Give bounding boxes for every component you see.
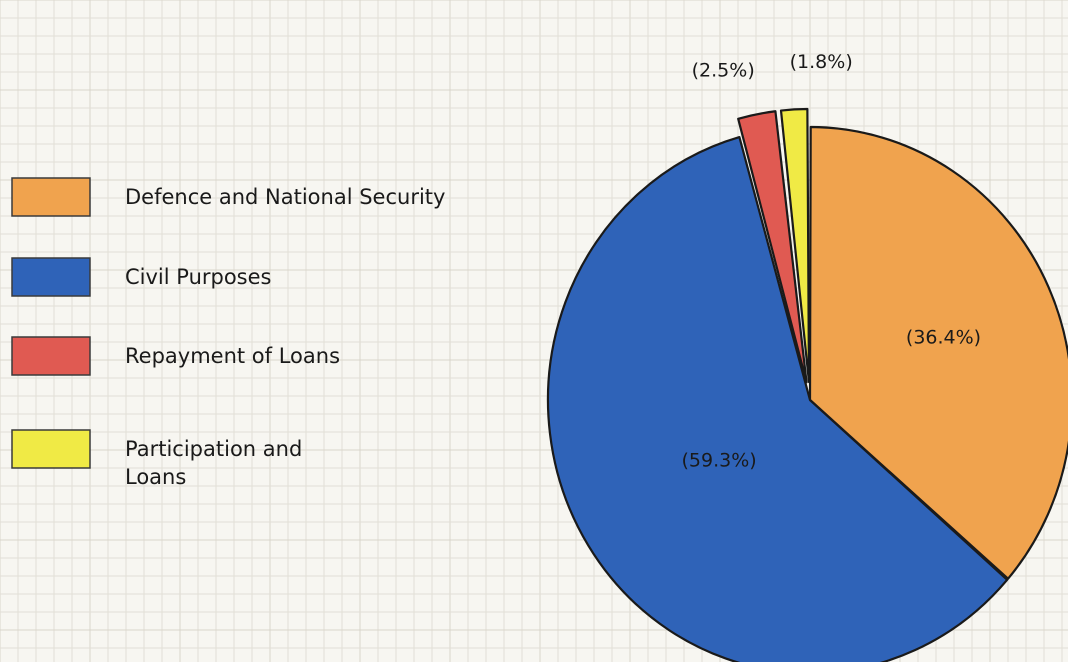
chart-legend: Defence and National Security Civil Purpo… [11, 177, 445, 489]
legend-swatch-repayment-of-loans [11, 336, 91, 376]
pie-slice-civil-purposes [546, 136, 1009, 662]
slice-label-repayment-of-loans: (2.5%) [692, 59, 755, 81]
legend-label-participation-and-loans-line2: Loans [125, 465, 186, 489]
legend-swatch-civil-purposes [11, 257, 91, 297]
slice-label-civil-purposes: (59.3%) [682, 450, 757, 472]
slice-value-labels: (36.4%) (59.3%) (2.5%) (1.8%) [682, 51, 982, 472]
pie-slices [546, 107, 1068, 662]
legend-item-civil-purposes: Civil Purposes [11, 257, 272, 297]
pie-slice-participation-and-loans [779, 107, 811, 384]
legend-label-civil-purposes: Civil Purposes [125, 265, 272, 289]
legend-item-participation-and-loans: Participation and Loans [11, 429, 302, 489]
slice-label-defence: (36.4%) [906, 327, 981, 349]
legend-item-repayment-of-loans: Repayment of Loans [11, 336, 340, 376]
legend-label-participation-and-loans-line1: Participation and [125, 437, 302, 461]
slice-label-participation-and-loans: (1.8%) [790, 51, 853, 73]
legend-swatch-defence [11, 177, 91, 217]
pie-slice-repayment-of-loans [737, 110, 808, 384]
pie-slice-defence [808, 125, 1068, 580]
legend-label-repayment-of-loans: Repayment of Loans [125, 344, 340, 368]
legend-label-defence: Defence and National Security [125, 185, 445, 209]
legend-item-defence: Defence and National Security [11, 177, 445, 217]
legend-swatch-participation-and-loans [11, 429, 91, 469]
